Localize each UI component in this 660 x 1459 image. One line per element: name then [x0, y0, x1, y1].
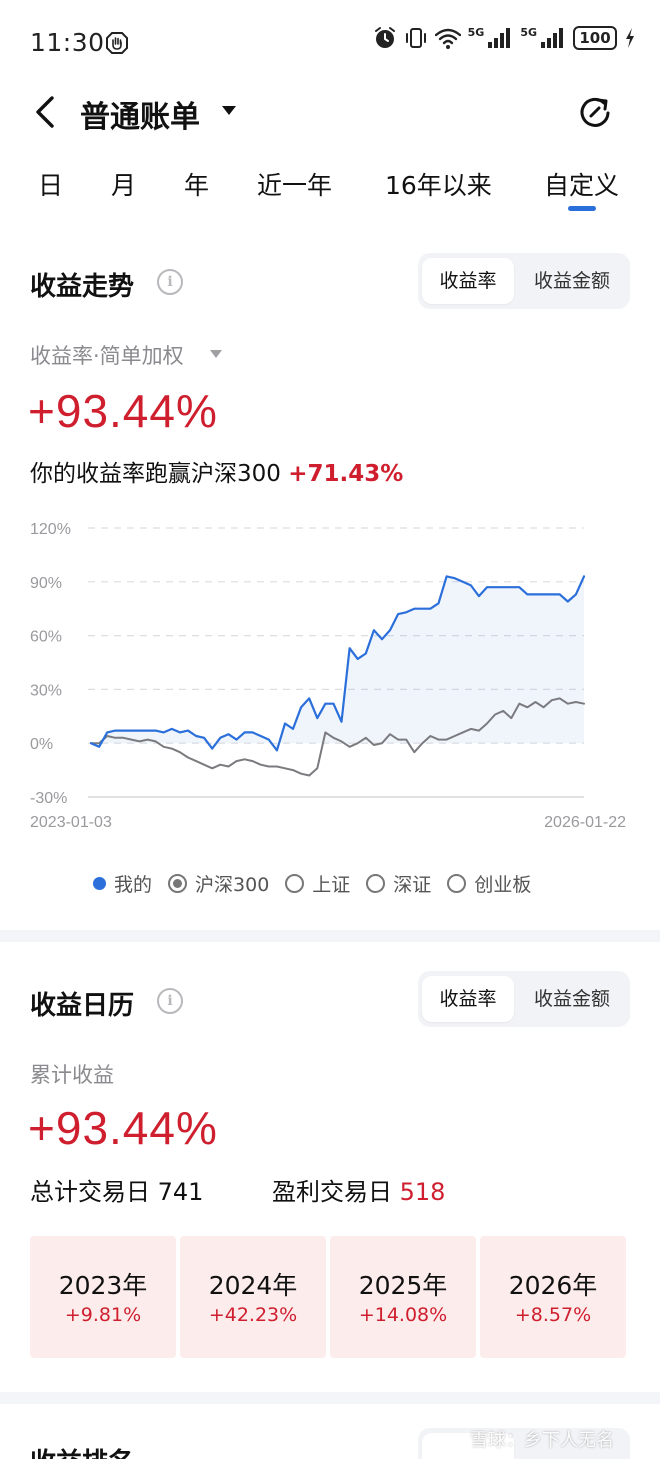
chart-legend: 我的 沪深300 上证 深证 创业板: [93, 868, 547, 898]
account-selector-title[interactable]: 普通账单: [80, 100, 200, 135]
legend-hs300[interactable]: 沪深300: [168, 870, 269, 897]
calendar-section-title: 收益日历: [30, 991, 135, 1021]
profit-trading-days: 盈利交易日 518: [272, 1172, 445, 1207]
return-trend-chart[interactable]: 120% 90% 60% 30% 0% -30% 2023-01-03 2026-01-22: [0, 510, 660, 840]
signal-icon: [541, 28, 563, 48]
signal-icon: [488, 28, 511, 48]
trend-metric-toggle: 收益率 收益金额: [418, 253, 630, 309]
year-return: +42.23%: [208, 1304, 298, 1326]
legend-label: 沪深300: [195, 873, 270, 896]
period-tabs: 日 月 年 近一年 16年以来 自定义: [0, 166, 660, 226]
active-tab-indicator: [568, 206, 596, 211]
trend-amount-option[interactable]: 收益金额: [533, 270, 610, 292]
tab-day[interactable]: 日: [38, 171, 64, 200]
trend-rate-option[interactable]: 收益率: [422, 258, 514, 304]
total-days-label: 总计交易日: [30, 1178, 150, 1206]
hand-notification-icon: [106, 32, 128, 54]
refresh-icon[interactable]: [576, 94, 614, 132]
ranking-rate-option[interactable]: [422, 1433, 514, 1459]
cumulative-label: 累计收益: [30, 1063, 114, 1087]
year-card-2025[interactable]: 2025年 +14.08%: [330, 1236, 476, 1358]
legend-label: 深证: [393, 873, 432, 896]
radio-checked-icon: [168, 873, 188, 893]
x-end-label: 2026-01-22: [544, 814, 626, 831]
network-type-2: 5G: [520, 26, 537, 39]
profit-days-label: 盈利交易日: [272, 1178, 392, 1206]
nav-bar: 普通账单: [0, 84, 660, 144]
year-return: +14.08%: [358, 1304, 448, 1326]
metric-caret-icon[interactable]: [210, 350, 222, 358]
y-tick-label: 60%: [30, 629, 62, 646]
my-return-line: [89, 575, 586, 752]
year-label: 2026年: [508, 1271, 598, 1300]
compare-value: +71.43%: [288, 461, 404, 487]
calendar-metric-toggle: 收益率 收益金额: [418, 971, 630, 1027]
hs300-line: [90, 697, 585, 777]
year-return: +9.81%: [64, 1304, 142, 1326]
tab-since-2016[interactable]: 16年以来: [385, 171, 492, 200]
year-return: +8.57%: [514, 1304, 592, 1326]
radio-icon: [366, 873, 386, 893]
ranking-section-title: 收益排名: [30, 1442, 134, 1459]
year-label: 2024年: [208, 1271, 298, 1300]
battery-icon: 100: [573, 26, 617, 50]
section-divider: [0, 1392, 660, 1404]
tab-year[interactable]: 年: [184, 171, 210, 200]
legend-shenzhen[interactable]: 深证: [366, 870, 431, 897]
section-divider: [0, 930, 660, 942]
vibrate-icon: [405, 28, 426, 48]
year-label: 2023年: [58, 1271, 148, 1300]
trend-section-title: 收益走势: [30, 272, 135, 302]
legend-label: 创业板: [474, 873, 532, 896]
radio-icon: [447, 873, 467, 893]
wifi-icon: [434, 28, 461, 49]
y-tick-label: 30%: [30, 682, 62, 699]
watermark: 雪球：乡下人无名: [470, 1430, 614, 1451]
trend-info-icon[interactable]: i: [157, 269, 183, 295]
y-tick-label: -30%: [30, 790, 67, 807]
y-tick-label: 0%: [30, 736, 53, 753]
calendar-amount-option[interactable]: 收益金额: [533, 988, 610, 1010]
tab-last-year[interactable]: 近一年: [257, 171, 333, 200]
status-bar: 11:30 5G 5G: [0, 0, 660, 84]
year-card-2023[interactable]: 2023年 +9.81%: [30, 1236, 176, 1358]
caret-down-icon[interactable]: [222, 106, 236, 115]
radio-icon: [285, 873, 305, 893]
legend-label: 我的: [114, 873, 153, 896]
legend-dot-icon: [93, 876, 106, 890]
trend-metric-label[interactable]: 收益率·简单加权: [30, 344, 184, 368]
profit-days-value: 518: [399, 1178, 446, 1206]
alarm-icon: [374, 27, 395, 48]
network-type-1: 5G: [467, 26, 485, 39]
charging-icon: [626, 28, 634, 48]
cumulative-value: +93.44%: [28, 1102, 218, 1154]
benchmark-compare: 你的收益率跑赢沪深300 +71.43%: [30, 454, 403, 488]
total-days-value: 741: [157, 1178, 204, 1206]
y-tick-label: 90%: [30, 575, 62, 592]
year-label: 2025年: [358, 1271, 448, 1300]
year-card-2026[interactable]: 2026年 +8.57%: [480, 1236, 626, 1358]
calendar-info-icon[interactable]: i: [157, 988, 183, 1014]
my-series-area: [91, 576, 584, 751]
legend-mine[interactable]: 我的: [93, 870, 152, 897]
tab-custom[interactable]: 自定义: [544, 171, 620, 200]
legend-label: 上证: [312, 873, 351, 896]
legend-chinext[interactable]: 创业板: [447, 870, 531, 897]
year-card-2024[interactable]: 2024年 +42.23%: [180, 1236, 326, 1358]
back-arrow-icon[interactable]: [30, 94, 60, 130]
status-time: 11:30: [30, 28, 105, 57]
trend-return-value: +93.44%: [28, 385, 218, 437]
total-trading-days: 总计交易日 741: [30, 1172, 203, 1207]
x-start-label: 2023-01-03: [30, 814, 112, 831]
legend-shanghai[interactable]: 上证: [285, 870, 350, 897]
y-tick-label: 120%: [30, 521, 71, 538]
ranking-metric-toggle: [418, 1428, 630, 1459]
compare-text: 你的收益率跑赢沪深300: [30, 461, 281, 487]
status-icons: 5G 5G 100: [373, 26, 636, 50]
tab-month[interactable]: 月: [111, 171, 137, 200]
calendar-rate-option[interactable]: 收益率: [422, 976, 514, 1022]
